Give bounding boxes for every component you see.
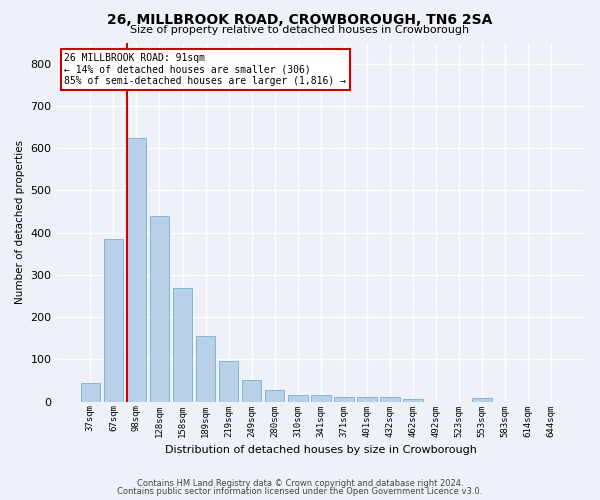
- Bar: [219, 360, 238, 402]
- Text: Contains HM Land Registry data © Crown copyright and database right 2024.: Contains HM Land Registry data © Crown c…: [137, 478, 463, 488]
- Bar: [173, 288, 193, 402]
- Bar: [265, 390, 284, 402]
- Text: 26 MILLBROOK ROAD: 91sqm
← 14% of detached houses are smaller (306)
85% of semi-: 26 MILLBROOK ROAD: 91sqm ← 14% of detach…: [64, 54, 346, 86]
- X-axis label: Distribution of detached houses by size in Crowborough: Distribution of detached houses by size …: [165, 445, 477, 455]
- Bar: [334, 398, 353, 402]
- Bar: [149, 216, 169, 402]
- Bar: [104, 239, 123, 402]
- Bar: [380, 398, 400, 402]
- Y-axis label: Number of detached properties: Number of detached properties: [15, 140, 25, 304]
- Bar: [288, 396, 308, 402]
- Bar: [472, 398, 492, 402]
- Bar: [311, 396, 331, 402]
- Bar: [196, 336, 215, 402]
- Bar: [403, 398, 423, 402]
- Bar: [357, 396, 377, 402]
- Bar: [80, 382, 100, 402]
- Text: 26, MILLBROOK ROAD, CROWBOROUGH, TN6 2SA: 26, MILLBROOK ROAD, CROWBOROUGH, TN6 2SA: [107, 12, 493, 26]
- Bar: [127, 138, 146, 402]
- Text: Size of property relative to detached houses in Crowborough: Size of property relative to detached ho…: [130, 25, 470, 35]
- Bar: [242, 380, 262, 402]
- Text: Contains public sector information licensed under the Open Government Licence v3: Contains public sector information licen…: [118, 487, 482, 496]
